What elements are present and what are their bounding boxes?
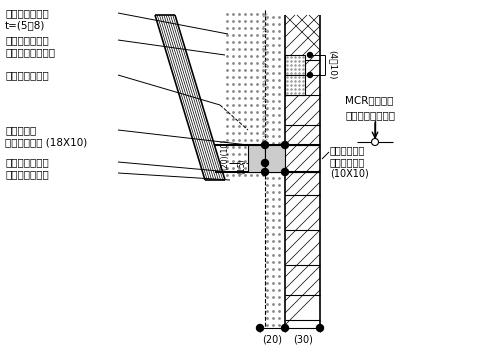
Text: シーリング材: シーリング材 [330,157,365,167]
Text: シーリング材 (18X10): シーリング材 (18X10) [5,137,87,147]
Text: 打継ぎ目地: 打継ぎ目地 [5,125,36,135]
Circle shape [372,139,378,146]
Text: 発泡合成樹脂－: 発泡合成樹脂－ [5,157,49,167]
Text: (4～10): (4～10) [328,50,336,80]
Circle shape [308,52,312,57]
Bar [248,145,265,172]
Circle shape [308,72,312,77]
Bar [285,75,305,95]
Circle shape [282,168,288,175]
Bar [285,55,305,75]
Circle shape [256,324,264,331]
Text: 張付けモルタル: 張付けモルタル [5,8,49,18]
Text: 伸縮調整目地: 伸縮調整目地 [330,145,365,155]
Circle shape [262,141,268,148]
Text: むら直し，中塗り: むら直し，中塗り [5,47,55,57]
Text: t=(5～8): t=(5～8) [5,20,46,30]
Text: (10X10): (10X10) [330,169,369,179]
Circle shape [262,168,268,175]
Bar [265,145,285,172]
Text: モルタル下塗り: モルタル下塗り [5,35,49,45]
Text: 目荒し工法の場合: 目荒し工法の場合 [345,110,395,120]
Circle shape [282,141,288,148]
Text: (20): (20) [262,334,282,344]
Text: (15): (15) [238,159,246,174]
Text: 貧調合モルタル: 貧調合モルタル [5,70,49,80]
Text: バックアップ材: バックアップ材 [5,169,49,179]
Circle shape [316,324,324,331]
Circle shape [262,160,268,167]
Text: MCR工法又は: MCR工法又は [345,95,394,105]
Text: (30): (30) [293,334,313,344]
Text: (20)(10): (20)(10) [220,138,230,170]
Circle shape [282,324,288,331]
